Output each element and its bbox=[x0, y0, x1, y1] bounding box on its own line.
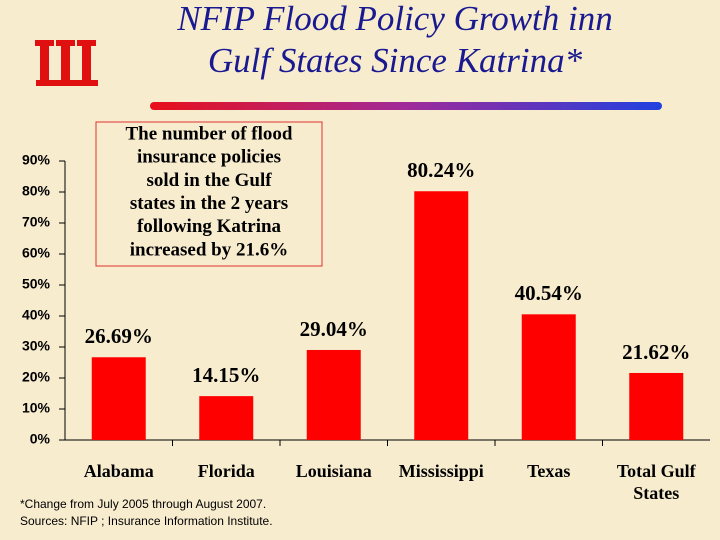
footnote: Sources: NFIP ; Insurance Information In… bbox=[20, 514, 273, 528]
annotation-line: insurance policies bbox=[137, 147, 281, 168]
value-label: 29.04% bbox=[300, 317, 368, 341]
y-tick-label: 0% bbox=[30, 431, 51, 447]
value-label: 80.24% bbox=[407, 158, 475, 182]
annotation-box bbox=[95, 121, 323, 267]
annotation-line: states in the 2 years bbox=[130, 193, 288, 214]
x-tick-label: Total Gulf States bbox=[616, 461, 696, 503]
bar bbox=[306, 349, 361, 440]
chart-title: NFIP Flood Policy Growth inn bbox=[176, 0, 613, 38]
y-tick-label: 10% bbox=[22, 400, 51, 416]
y-tick-label: 80% bbox=[22, 183, 51, 199]
value-label: 40.54% bbox=[515, 281, 583, 305]
annotation-line: increased by 21.6% bbox=[130, 239, 289, 260]
footnote: *Change from July 2005 through August 20… bbox=[20, 497, 266, 511]
value-label: 26.69% bbox=[85, 324, 153, 348]
y-tick-label: 30% bbox=[22, 338, 51, 354]
annotation-line: The number of flood bbox=[126, 123, 293, 144]
y-tick-label: 20% bbox=[22, 369, 51, 385]
y-tick-label: 50% bbox=[22, 276, 51, 292]
annotation-line: following Katrina bbox=[137, 216, 282, 237]
x-tick-label: Alabama bbox=[83, 461, 154, 481]
y-tick-label: 70% bbox=[22, 214, 51, 230]
x-tick-label: Louisiana bbox=[295, 461, 372, 481]
value-label: 21.62% bbox=[622, 340, 690, 364]
x-tick-label: Texas bbox=[527, 461, 571, 481]
y-tick-label: 60% bbox=[22, 245, 51, 261]
bar bbox=[521, 314, 576, 440]
annotation-line: sold in the Gulf bbox=[146, 170, 272, 191]
logo bbox=[35, 40, 98, 86]
chart-title: Gulf States Since Katrina* bbox=[208, 41, 583, 80]
value-label: 14.15% bbox=[192, 363, 260, 387]
y-tick-label: 90% bbox=[22, 152, 51, 168]
bar bbox=[91, 357, 146, 440]
x-tick-label: Florida bbox=[197, 461, 255, 481]
bar bbox=[414, 191, 469, 440]
title-rule bbox=[150, 102, 662, 110]
bar bbox=[629, 372, 684, 440]
y-tick-label: 40% bbox=[22, 307, 51, 323]
bar bbox=[199, 396, 254, 440]
x-tick-label: Mississippi bbox=[398, 461, 484, 481]
